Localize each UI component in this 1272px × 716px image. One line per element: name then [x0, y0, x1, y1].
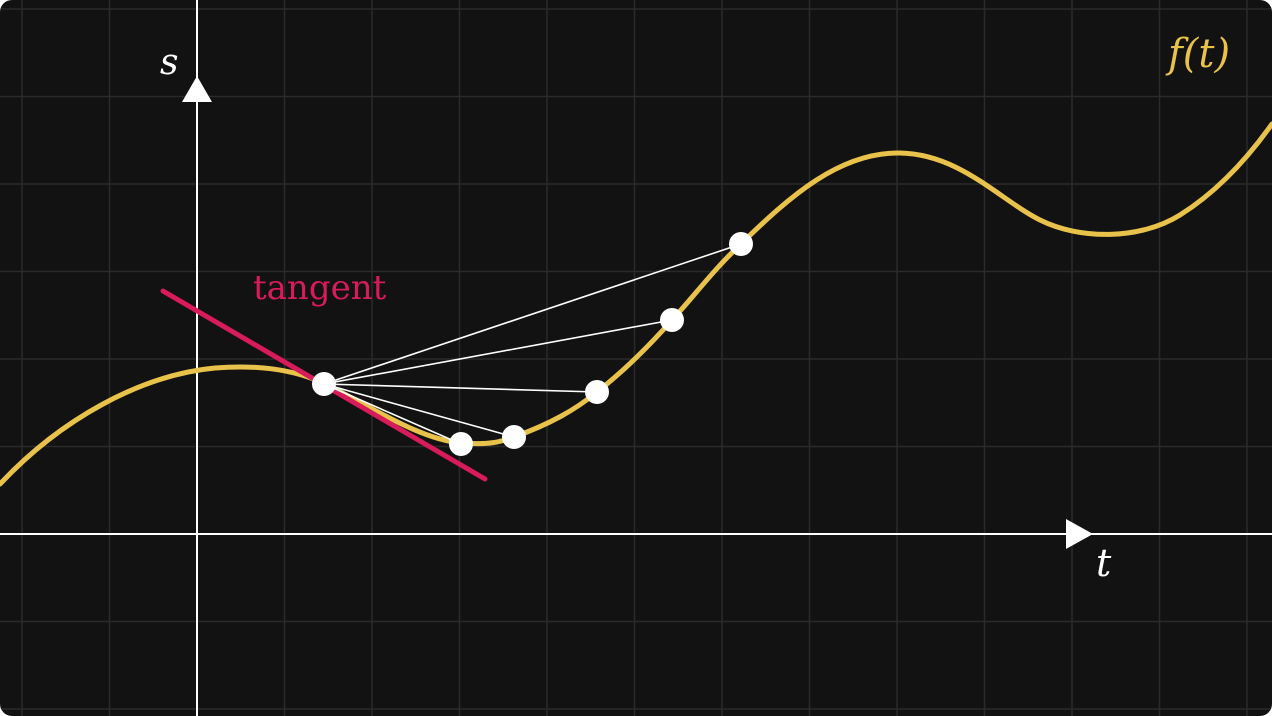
secant-point [585, 380, 609, 404]
secant-line [323, 243, 742, 385]
t-axis-arrow-icon [1066, 519, 1093, 549]
secant-point [729, 232, 753, 256]
secant-lines [323, 243, 742, 445]
secant-line [323, 319, 673, 385]
tangent-label: tangent [253, 268, 387, 308]
s-axis-label: s [160, 42, 178, 83]
base-point [312, 372, 336, 396]
secant-line [323, 383, 515, 438]
t-axis-label: t [1096, 541, 1112, 585]
secant-point [660, 308, 684, 332]
secant-point [502, 425, 526, 449]
function-curve [0, 121, 1272, 487]
secant-line [323, 383, 598, 393]
points [312, 232, 753, 456]
s-axis-arrow-icon [182, 76, 212, 102]
function-label: f(t) [1165, 31, 1230, 77]
secant-point [449, 432, 473, 456]
secant-line [323, 383, 462, 445]
